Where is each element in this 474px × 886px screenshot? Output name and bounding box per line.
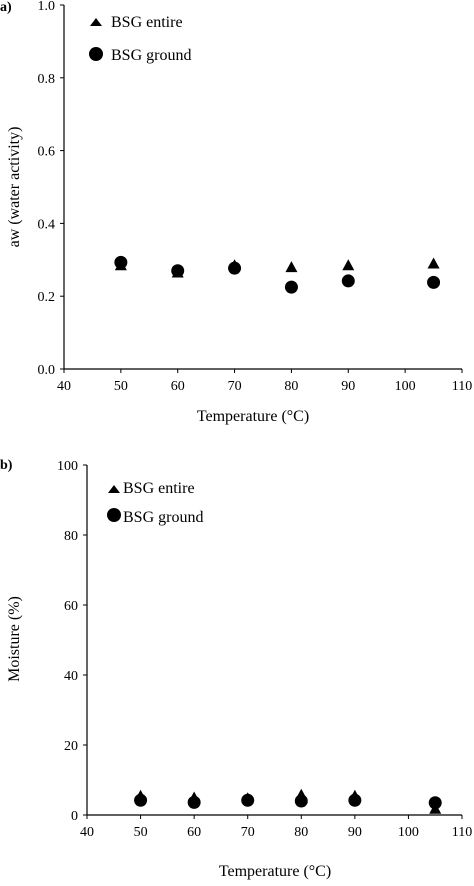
- panel-b-y-tick-label-4: 80: [64, 529, 78, 544]
- panel-a-y-tick-label-5: 1.0: [38, 0, 56, 14]
- panel-b-legend-item-ground: BSG ground: [107, 508, 203, 526]
- panel-a-legend-entire-label: BSG entire: [111, 14, 183, 31]
- panel-b-legend-entire-label: BSG entire: [123, 480, 195, 497]
- panel-b-ground-point-5: [428, 796, 442, 810]
- panel-b-x-tick-label-6: 100: [398, 825, 419, 840]
- panel-b-x-axis-title: Temperature (°C): [219, 863, 331, 880]
- panel-b-label: b): [0, 458, 13, 473]
- panel-a-x-tick-label-7: 110: [452, 379, 472, 394]
- panel-a-ground-point-3: [284, 280, 298, 294]
- panel-a-x-tick-label-5: 90: [341, 379, 355, 394]
- panel-a-chart: a) 40 50 60 70 80 90 100 1100.00.20.40.60.81.0 …: [0, 0, 472, 425]
- panel-b-x-tick-label-3: 70: [241, 825, 255, 840]
- panel-a-x-tick-label-6: 100: [395, 379, 416, 394]
- panel-a-label: a): [0, 0, 12, 15]
- panel-a-entire-point-4: [342, 259, 355, 271]
- panel-a-ground-point-5: [427, 275, 441, 289]
- panel-b-y-tick-label-5: 100: [57, 459, 78, 474]
- panel-b-chart: b) 40 50 60 70 80 90 100 110 0 20 40 60 80 100 Temper…: [0, 458, 472, 880]
- panel-a-legend: BSG entire BSG ground: [89, 14, 191, 64]
- panel-a-y-tick-label-3: 0.6: [38, 145, 56, 160]
- panel-b-ground-point-4: [348, 793, 362, 807]
- panel-b-y-tick-label-0: 0: [71, 809, 78, 824]
- panel-a-ground-point-2: [228, 261, 242, 275]
- panel-a-data-marks: [114, 255, 441, 294]
- panel-b-x-tick-label-4: 80: [294, 825, 308, 840]
- panel-a-x-axis-title: Temperature (°C): [197, 408, 309, 425]
- panel-b-legend-item-entire: BSG entire: [108, 480, 195, 497]
- panel-b-y-tick-label-1: 20: [64, 739, 78, 754]
- panel-a-legend-circle-marker: [89, 47, 103, 61]
- panel-b-ground-point-1: [187, 795, 201, 809]
- panel-b-ground-point-0: [134, 793, 148, 807]
- panel-a-y-tick-label-2: 0.4: [38, 217, 56, 232]
- panel-b-x-tick-label-1: 50: [134, 825, 148, 840]
- panel-a-x-tick-label-0: 40: [57, 379, 71, 394]
- panel-a-axes: 40 50 60 70 80 90 100 110 0.0 0.2 0.4 0.6 0.8 1.0: [38, 0, 473, 394]
- panel-b-y-axis-title: Moisture (%): [6, 596, 23, 682]
- panel-b-axes: 40 50 60 70 80 90 100 110 0 20 40 60 80 100: [57, 459, 472, 840]
- panel-a-legend-ground-label: BSG ground: [111, 47, 191, 64]
- panel-a-legend-item-entire: BSG entire: [90, 14, 183, 31]
- panel-b-ground-point-2: [241, 793, 255, 807]
- panel-a-x-tick-label-2: 60: [171, 379, 185, 394]
- panel-b-y-tick-label-3: 60: [64, 599, 78, 614]
- panel-b-x-tick-label-5: 90: [348, 825, 362, 840]
- panel-a-x-tick-label-1: 50: [114, 379, 128, 394]
- panel-a-legend-triangle-marker: [90, 18, 102, 26]
- panel-a-x-tick-label-3: 70: [228, 379, 242, 394]
- panel-b-x-tick-label-7: 110: [452, 825, 472, 840]
- panel-b-y-tick-label-2: 40: [64, 669, 78, 684]
- panel-b-x-tick-label-2: 60: [187, 825, 201, 840]
- panel-a-y-axis-title: aw (water activity): [6, 127, 23, 248]
- panel-a-x-tick-label-4: 80: [284, 379, 298, 394]
- panel-b-ground-point-3: [294, 794, 308, 808]
- panel-b-legend: BSG entire BSG ground: [107, 480, 203, 526]
- panel-a-legend-item-ground: BSG ground: [89, 47, 191, 64]
- panel-a-y-tick-label-4: 0.8: [38, 72, 56, 87]
- panel-a-ground-point-1: [171, 264, 185, 278]
- panel-a-entire-point-5: [427, 257, 440, 269]
- panel-b-legend-triangle-marker: [108, 485, 120, 493]
- panel-b-legend-ground-label: BSG ground: [123, 509, 203, 526]
- panel-a-entire-point-3: [285, 261, 298, 273]
- panel-a-y-tick-label-1: 0.2: [38, 290, 56, 305]
- panel-a-y-tick-label-0: 0.0: [38, 363, 56, 378]
- panel-a-ground-point-4: [341, 274, 355, 288]
- panel-b-data-marks: [134, 788, 442, 814]
- panel-a-ground-point-0: [114, 255, 128, 269]
- panel-b-x-tick-label-0: 40: [80, 825, 94, 840]
- panel-b-legend-circle-marker: [107, 508, 121, 522]
